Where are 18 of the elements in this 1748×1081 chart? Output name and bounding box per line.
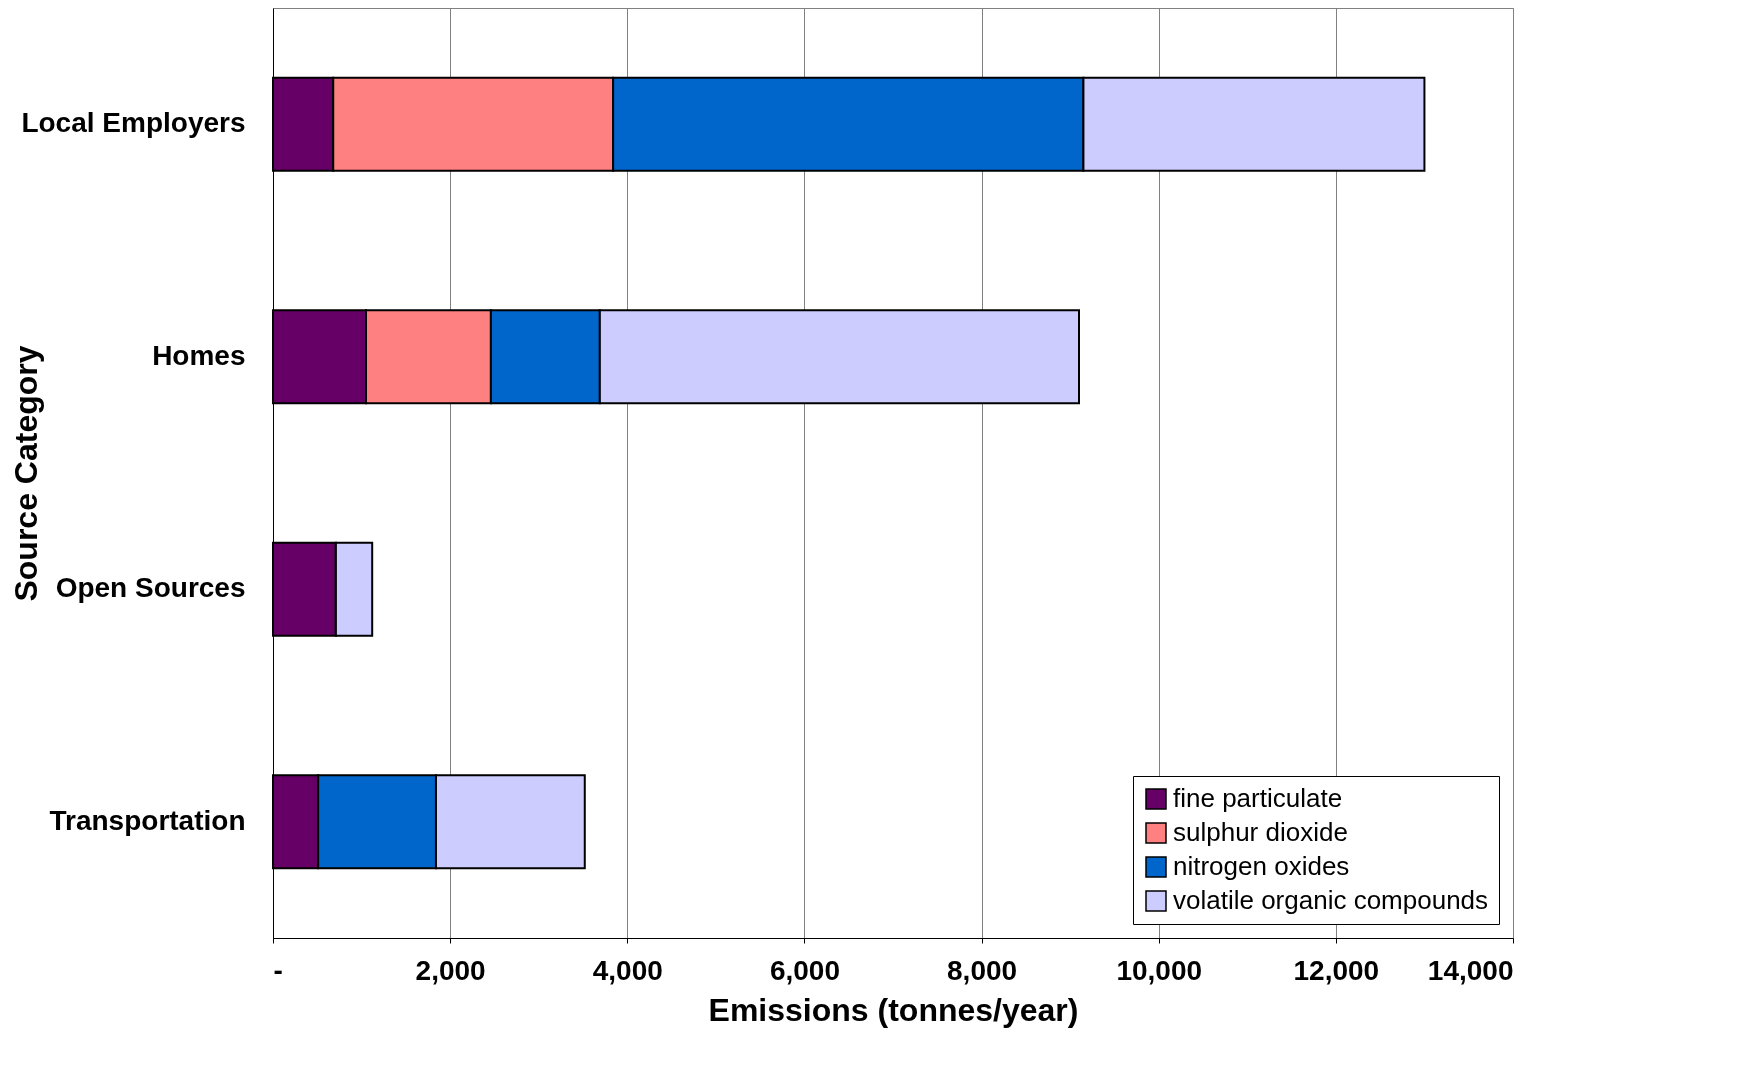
x-axis-title: Emissions (tonnes/year) (708, 991, 1079, 1028)
x-tick-label: 4,000 (592, 954, 663, 986)
x-tick-label: 8,000 (947, 954, 1018, 986)
y-tick-label: Open Sources (55, 572, 246, 604)
x-tick-label: 14,000 (1427, 954, 1514, 986)
legend-label: fine particulate (1173, 783, 1343, 813)
x-tick-label: 2,000 (415, 954, 486, 986)
x-tick-label: - (273, 954, 283, 986)
y-tick-label: Local Employers (21, 107, 246, 139)
legend-label: volatile organic compounds (1173, 885, 1489, 915)
x-tick-label: 10,000 (1116, 954, 1203, 986)
legend-label: sulphur dioxide (1173, 817, 1348, 847)
x-tick-label: 12,000 (1293, 954, 1380, 986)
legend-label: nitrogen oxides (1173, 851, 1350, 881)
x-tick-label: 6,000 (769, 954, 840, 986)
y-axis-title: Source Category (7, 345, 44, 602)
y-tick-label: Homes (152, 339, 246, 371)
y-tick-label: Transportation (49, 804, 246, 836)
